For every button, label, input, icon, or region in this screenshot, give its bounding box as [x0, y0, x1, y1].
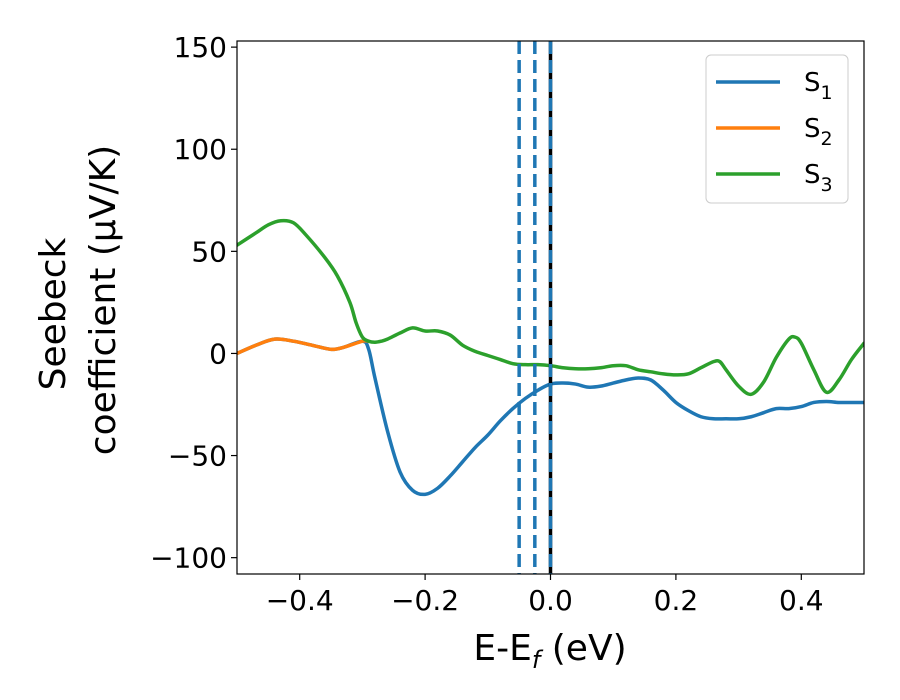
y-axis-ticks: −100 −50 0 50 100 150: [150, 31, 237, 575]
x-axis-ticks: −0.4 −0.2 0.0 0.2 0.4: [266, 574, 824, 617]
x-axis-title: E-Ef (eV): [473, 628, 626, 674]
vline-layer: [517, 41, 553, 574]
x-tick-label: −0.2: [391, 584, 459, 617]
legend: S1 S2 S3: [705, 54, 849, 204]
y-tick-label: 100: [174, 133, 227, 166]
y-tick-label: 0: [209, 337, 227, 370]
x-tick-label: 0.2: [654, 584, 699, 617]
x-tick-label: −0.4: [266, 584, 334, 617]
y-axis-title-line2: coefficient (μV/K): [83, 145, 124, 455]
y-tick-label: −50: [168, 440, 227, 473]
legend-label-s3: S3: [804, 160, 833, 196]
series-line-s1: [237, 337, 864, 497]
y-axis-title-line1: Seebeck: [33, 237, 74, 390]
x-axis-title-unit: (eV): [540, 628, 626, 669]
y-tick-label: 150: [174, 31, 227, 64]
y-axis-title: Seebeck coefficient (μV/K): [33, 145, 124, 455]
x-axis-title-main: E-E: [473, 628, 531, 669]
legend-label-s1: S1: [804, 68, 833, 104]
legend-label-s2: S2: [804, 114, 833, 150]
y-tick-label: −100: [150, 542, 227, 575]
x-tick-label: 0.4: [779, 584, 824, 617]
series-line-s2: [237, 337, 371, 356]
x-tick-label: 0.0: [528, 584, 573, 617]
y-tick-label: 50: [191, 235, 227, 268]
